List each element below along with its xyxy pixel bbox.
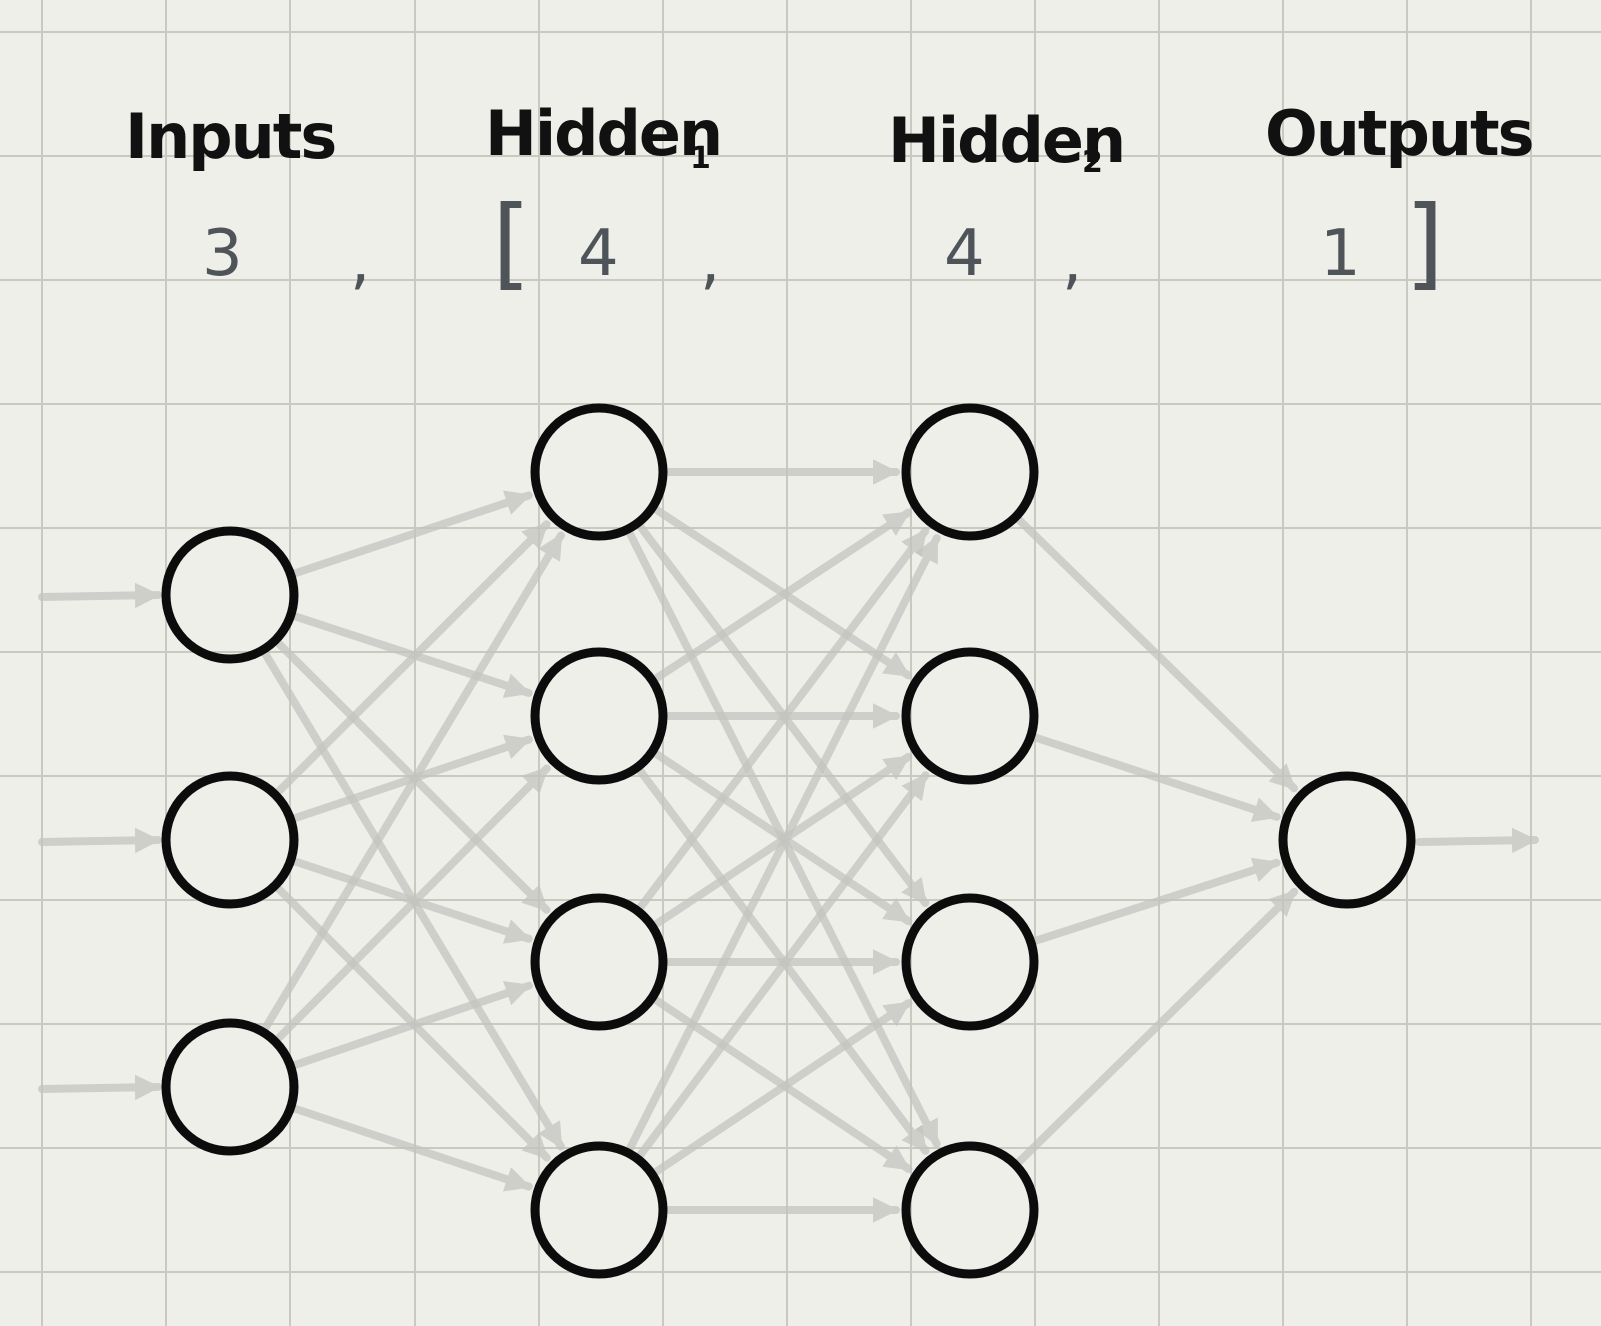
hidden-1-node-3 [530, 893, 668, 1031]
hidden-2-node-1 [901, 403, 1039, 541]
input-arrow [38, 827, 162, 854]
connection-arrow [1030, 733, 1281, 822]
config-open-bracket: [ [492, 184, 531, 301]
connection-arrow [274, 520, 551, 796]
hidden-1-node-2 [530, 647, 668, 785]
connection-arrow [273, 764, 551, 1043]
hidden-2-node-3 [901, 893, 1039, 1031]
layer-titles: Inputs Hidden 1 Hidden 2 Outputs [125, 97, 1535, 180]
layer-config: 3 , [ 4 , 4 , 1 ] [202, 184, 1444, 301]
config-separator: , [350, 224, 370, 298]
hidden-2-node-4 [901, 1141, 1039, 1279]
hidden-2-subscript: 2 [1082, 145, 1103, 180]
input-arrow [38, 1074, 162, 1101]
input-node-1 [161, 526, 299, 664]
output-node-1 [1278, 771, 1416, 909]
input-node-3 [161, 1018, 299, 1156]
outputs-title: Outputs [1265, 97, 1533, 170]
config-separator: , [1062, 224, 1082, 298]
connection-arrow [625, 534, 941, 1154]
hidden-2-title: Hidden [888, 104, 1124, 177]
config-value-outputs: 1 [1320, 217, 1361, 291]
connection-arrow [1030, 857, 1281, 946]
connection-arrow [1014, 515, 1299, 793]
input-arrow [38, 582, 162, 609]
config-value-hidden-1: 4 [578, 217, 619, 291]
connection-arrow [290, 981, 533, 1070]
hidden-2-node-2 [901, 647, 1039, 785]
connection-arrow [1014, 887, 1299, 1167]
connection-arrow [260, 531, 565, 1033]
config-value-hidden-2: 4 [944, 217, 985, 291]
neurons [161, 403, 1416, 1279]
connection-arrow [635, 771, 930, 1160]
connection-arrow [651, 508, 913, 683]
hidden-1-title: Hidden [485, 97, 721, 170]
config-separator: , [700, 224, 720, 298]
hidden-1-node-1 [530, 403, 668, 541]
output-arrow [1415, 827, 1539, 854]
connection-arrow [290, 490, 533, 578]
config-value-inputs: 3 [202, 217, 243, 291]
inputs-title: Inputs [125, 100, 335, 173]
connection-arrow [651, 999, 913, 1177]
connection-arrow [290, 1104, 533, 1192]
config-close-bracket: ] [1405, 184, 1444, 301]
connections [38, 459, 1539, 1223]
input-node-2 [161, 771, 299, 909]
hidden-1-node-4 [530, 1141, 668, 1279]
hidden-1-subscript: 1 [690, 141, 711, 176]
connection-arrow [636, 526, 930, 912]
